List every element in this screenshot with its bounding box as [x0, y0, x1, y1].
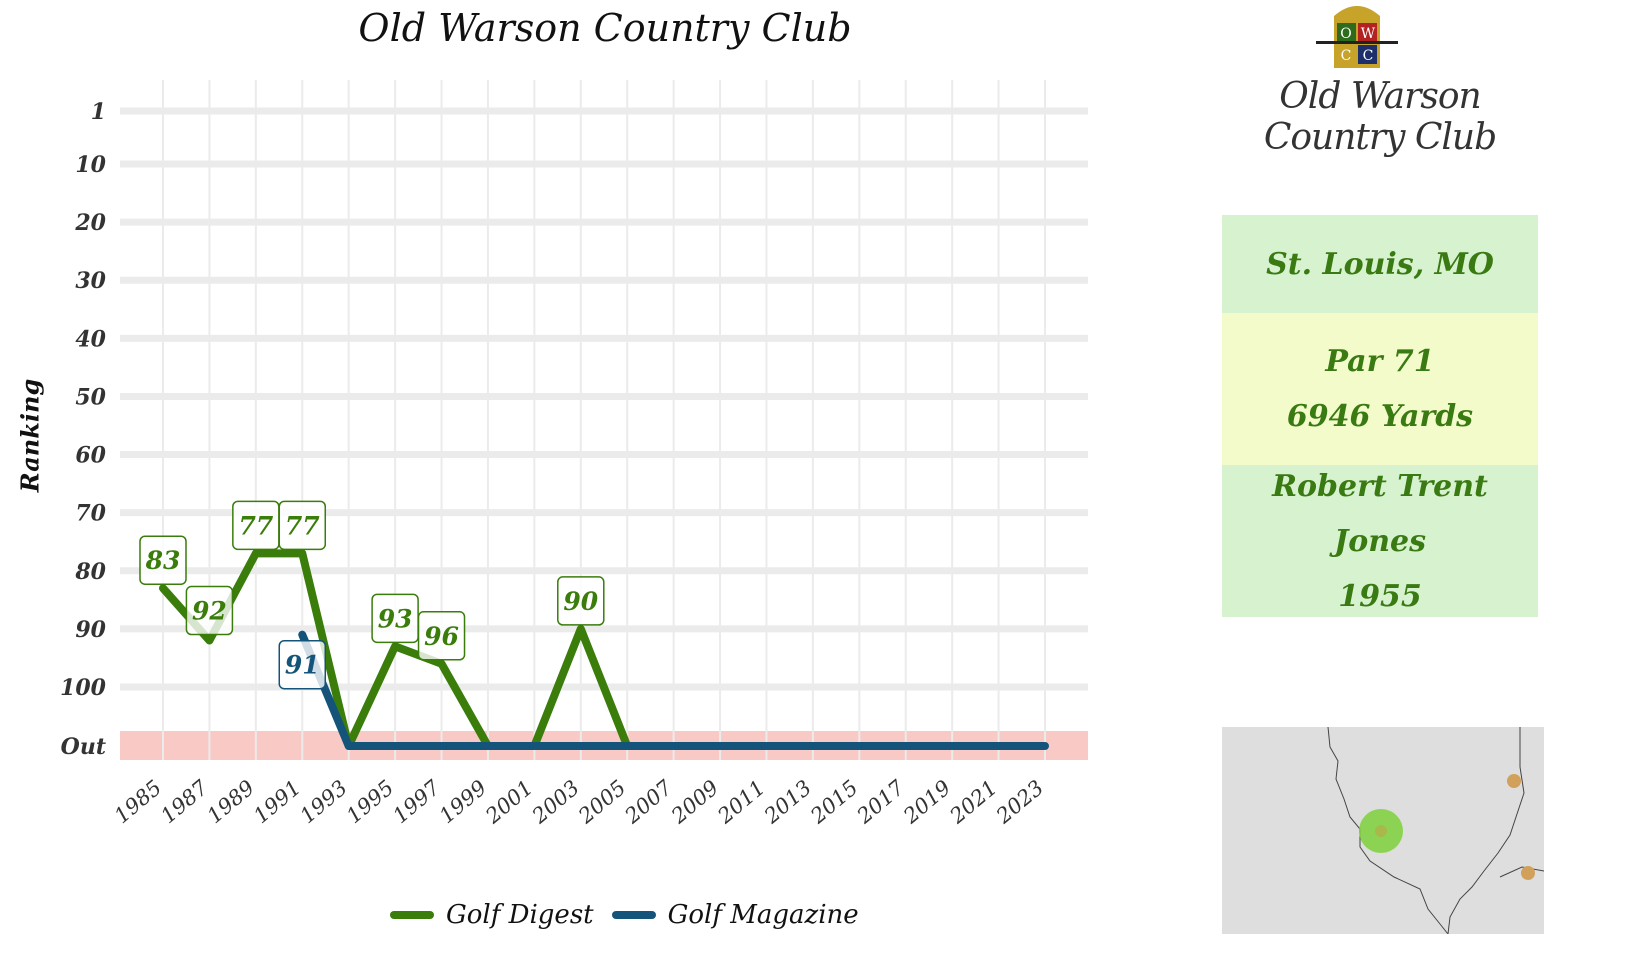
course-stats-box: Par 71 6946 Yards — [1222, 313, 1538, 465]
logo-wordmark: Old Warson Country Club — [1263, 76, 1497, 158]
data-label: 96 — [424, 622, 459, 651]
data-label-box — [278, 500, 327, 551]
crest-icon: O W C C — [1316, 6, 1398, 68]
architect-text: Robert Trent Jones — [1272, 468, 1488, 559]
map-svg — [1327, 727, 1544, 934]
course-info-panel: St. Louis, MO Par 71 6946 Yards Robert T… — [1222, 215, 1538, 617]
map-marker-ne — [1507, 774, 1521, 788]
yards-text: 6946 Yards — [1286, 399, 1474, 434]
y-tick-label: 10 — [75, 152, 106, 178]
legend-swatch-golf-digest — [390, 911, 434, 919]
legend-label-golf-magazine: Golf Magazine — [667, 900, 859, 930]
x-tick-label: 1999 — [435, 775, 491, 828]
x-tick-label: 1989 — [203, 775, 259, 828]
legend-swatch-golf-magazine — [611, 911, 656, 919]
data-label-box — [557, 576, 605, 626]
x-tick-label: 2023 — [991, 775, 1048, 828]
location-map — [1222, 727, 1544, 934]
crest-letter-c1: C — [1341, 48, 1352, 64]
x-tick-label: 2015 — [805, 775, 862, 828]
x-tick-label: 2001 — [480, 775, 537, 828]
x-tick-label: 2017 — [852, 775, 910, 829]
y-tick-label: 80 — [74, 559, 106, 585]
legend-item-golf-digest: Golf Digest — [390, 900, 594, 930]
map-marker-center — [1375, 825, 1387, 837]
x-tick-label: 2021 — [945, 775, 1002, 828]
map-marker-se — [1521, 866, 1535, 880]
year-text: 1955 — [1338, 578, 1422, 614]
y-tick-label: 70 — [75, 501, 106, 527]
x-tick-label: 2009 — [666, 775, 723, 828]
x-tick-label: 1993 — [296, 775, 352, 828]
series-line-golf-magazine — [298, 630, 1049, 750]
y-tick-label: 40 — [75, 326, 106, 352]
y-tick-label: Out — [61, 734, 106, 760]
y-tick-label: 20 — [74, 210, 106, 236]
data-label: 91 — [285, 651, 320, 680]
y-tick-label: 100 — [60, 675, 107, 701]
crest-letter-w: W — [1361, 26, 1376, 42]
data-label-box — [185, 585, 234, 636]
legend-item-golf-magazine: Golf Magazine — [611, 900, 859, 930]
data-label: 90 — [563, 587, 598, 616]
x-tick-label: 2007 — [620, 775, 678, 829]
y-tick-label: 1 — [91, 99, 106, 125]
x-tick-label: 2011 — [713, 775, 770, 828]
par-text: Par 71 — [1325, 344, 1435, 379]
crest-letter-o: O — [1340, 26, 1351, 42]
data-label: 93 — [378, 604, 413, 633]
y-tick-label: 60 — [75, 443, 106, 469]
data-label: 92 — [192, 597, 227, 626]
series-line-golf-digest — [159, 549, 632, 750]
x-tick-label: 2019 — [898, 775, 955, 828]
data-label: 77 — [285, 511, 320, 540]
y-tick-label: 50 — [75, 384, 106, 410]
chart-title: Old Warson Country Club — [358, 6, 852, 50]
x-tick-label: 2003 — [527, 775, 584, 828]
x-tick-label: 1997 — [388, 775, 445, 828]
x-tick-label: 2013 — [759, 775, 816, 828]
x-tick-label: 1987 — [156, 775, 213, 828]
x-tick-label: 1991 — [249, 775, 305, 828]
y-tick-label: 30 — [75, 268, 106, 294]
architect-box: Robert Trent Jones 1955 — [1222, 465, 1538, 617]
legend-label-golf-digest: Golf Digest — [446, 900, 594, 930]
data-label: 83 — [145, 546, 181, 575]
data-label-box — [139, 535, 187, 585]
location-text: St. Louis, MO — [1266, 246, 1494, 282]
data-label-box — [278, 639, 327, 690]
x-tick-label: 1995 — [342, 775, 398, 828]
y-axis-label-wrap: Ranking — [10, 379, 50, 492]
data-label-box — [417, 611, 466, 661]
location-box: St. Louis, MO — [1222, 215, 1538, 313]
data-label: 77 — [238, 511, 273, 540]
y-axis-label: Ranking — [15, 378, 45, 493]
x-tick-label: 1985 — [110, 775, 166, 828]
x-tick-label: 2005 — [573, 775, 630, 828]
y-tick-label: 90 — [75, 617, 106, 643]
legend: Golf Digest Golf Magazine — [390, 900, 859, 930]
club-logo: O W C C Old Warson Country Club — [1220, 0, 1540, 158]
crest-letter-c2: C — [1363, 48, 1374, 64]
